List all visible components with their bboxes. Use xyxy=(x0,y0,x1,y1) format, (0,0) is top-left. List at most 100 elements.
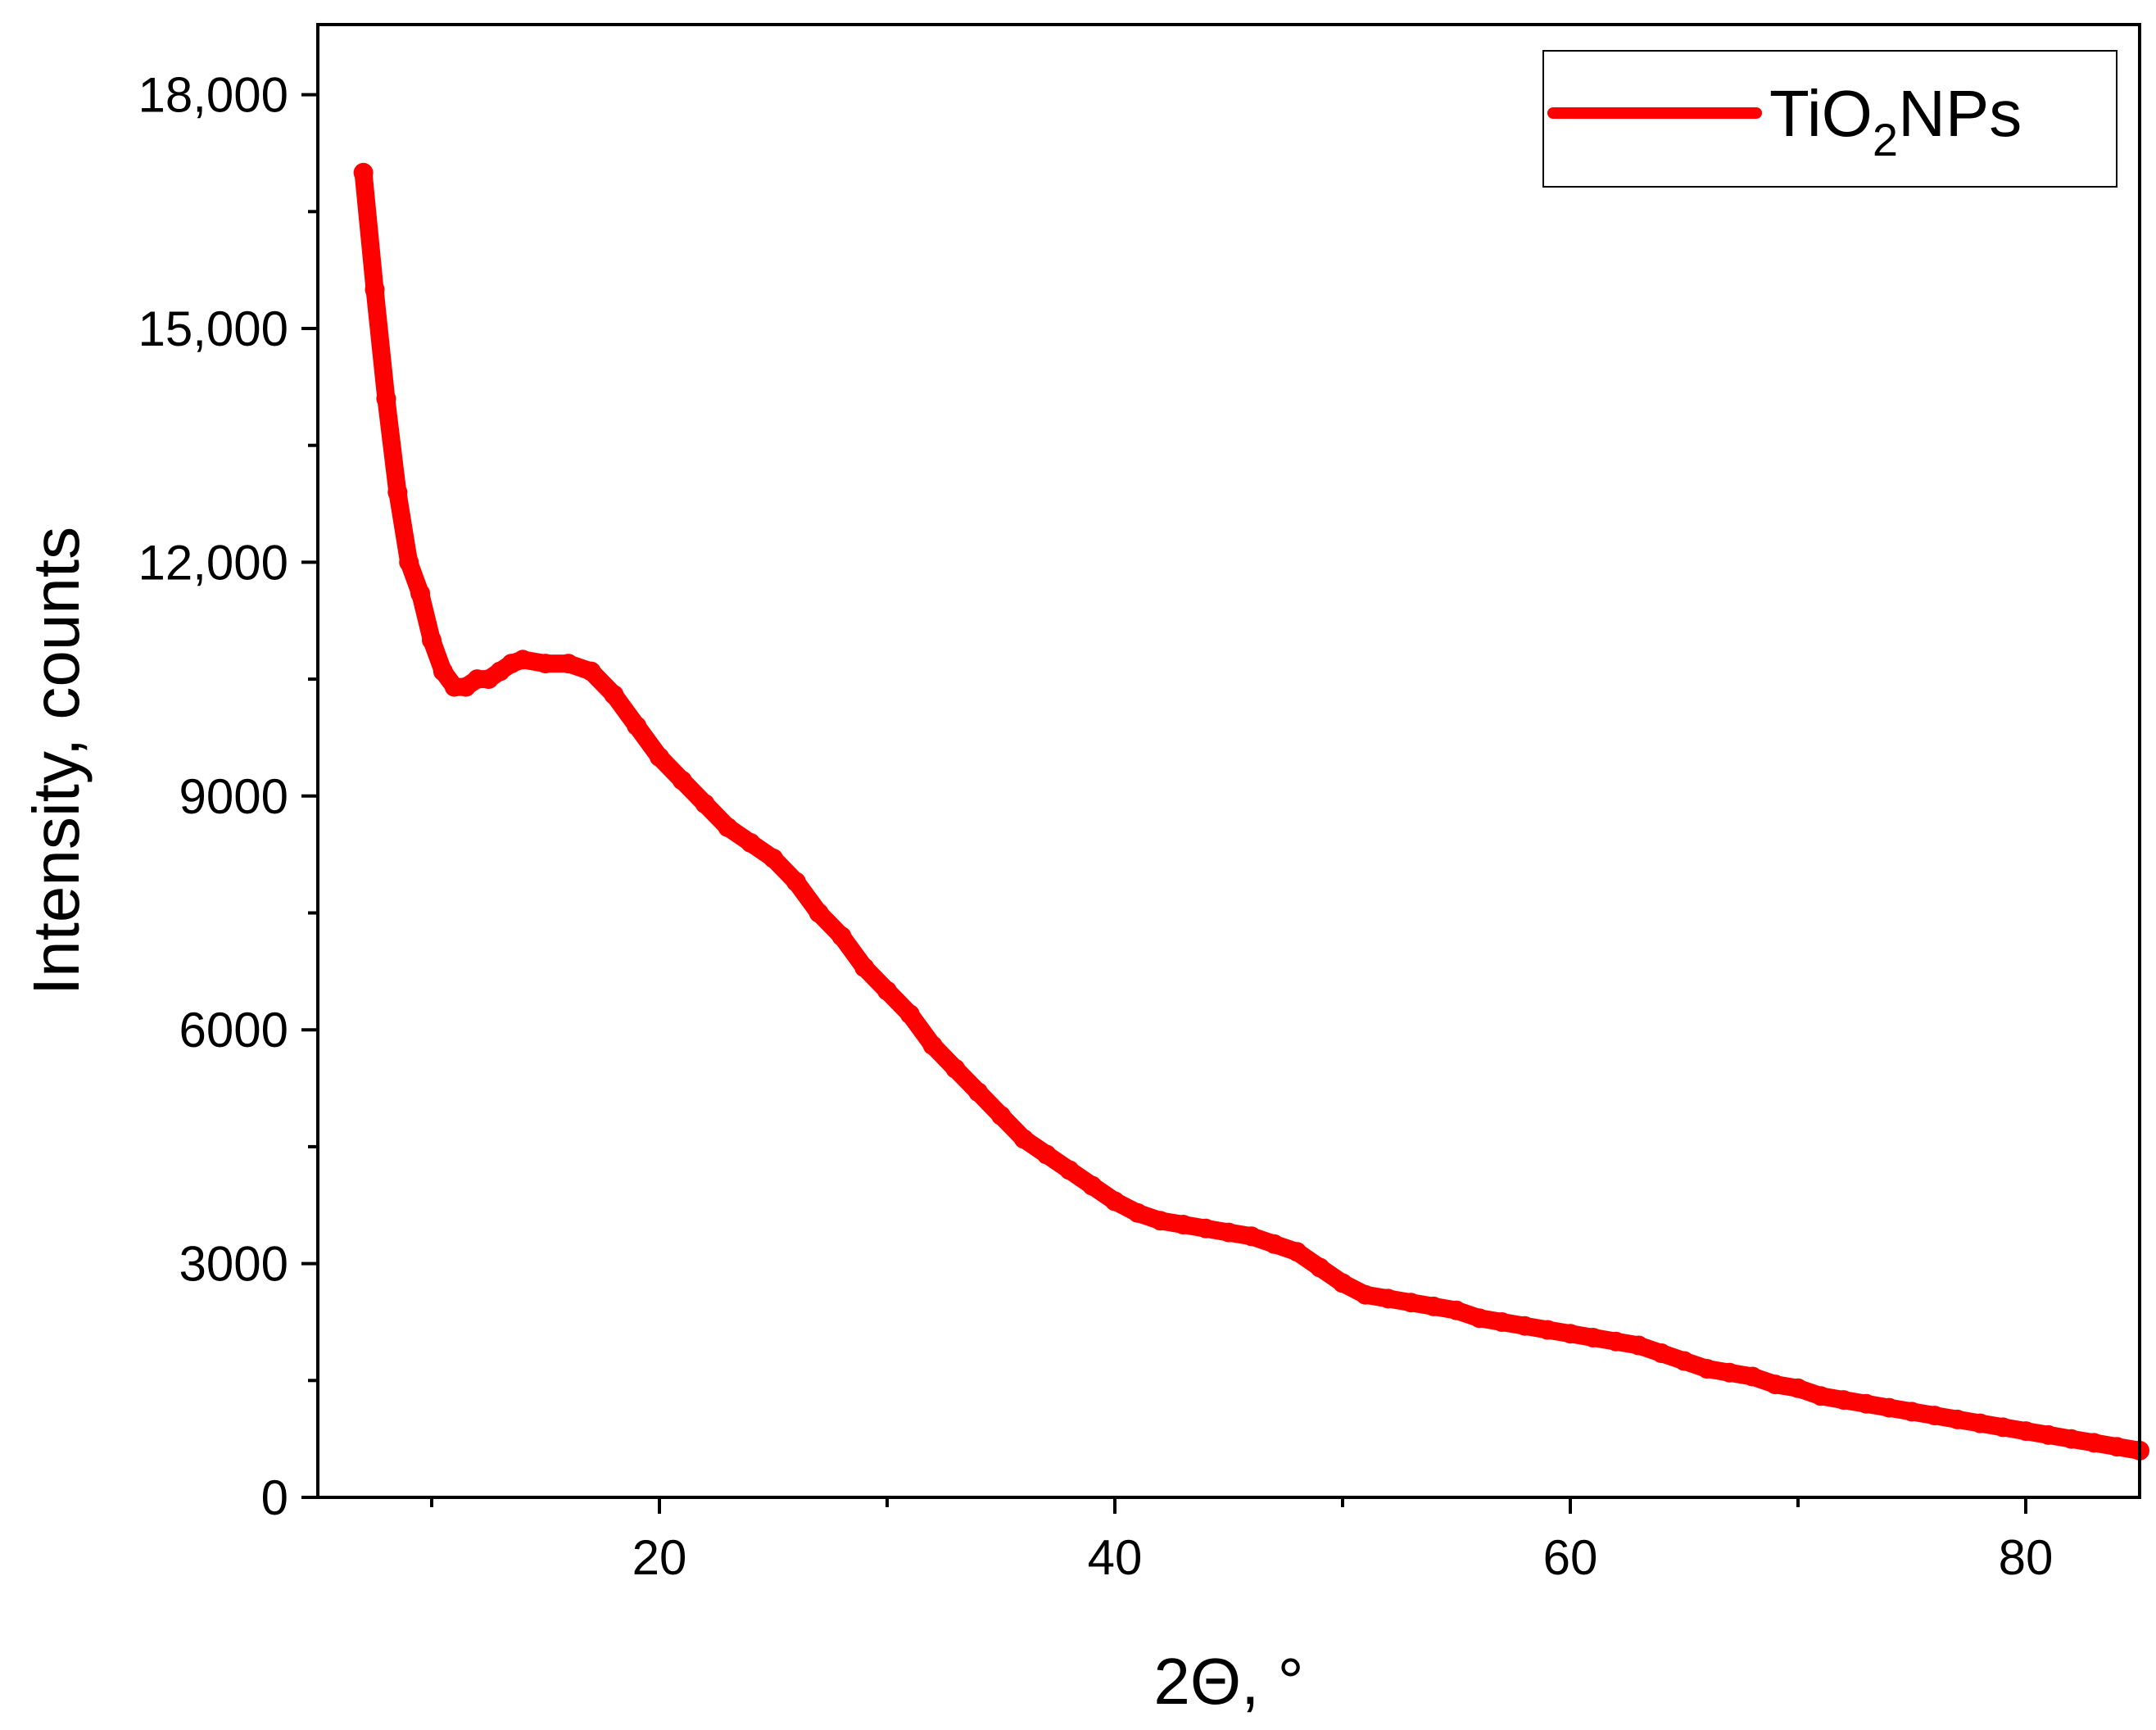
y-axis-title: Intensity, counts xyxy=(20,527,93,995)
data-point xyxy=(763,848,783,868)
data-point xyxy=(365,279,385,300)
y-tick-label: 9000 xyxy=(179,769,288,824)
data-point xyxy=(1833,1390,1854,1411)
data-point xyxy=(1810,1386,1831,1406)
legend-label-main: TiO xyxy=(1769,77,1873,150)
data-point xyxy=(1196,1218,1216,1239)
x-tick-label: 60 xyxy=(1543,1530,1598,1585)
data-point xyxy=(1765,1374,1786,1395)
data-point xyxy=(1515,1316,1535,1336)
data-point xyxy=(968,1082,989,1103)
data-point xyxy=(1447,1300,1466,1320)
data-point xyxy=(1264,1234,1284,1254)
data-point xyxy=(1628,1335,1649,1356)
y-tick-label: 12,000 xyxy=(138,535,288,590)
data-point xyxy=(1696,1359,1717,1379)
data-point xyxy=(1538,1320,1558,1340)
data-point xyxy=(1924,1406,1945,1426)
data-point xyxy=(1719,1362,1740,1383)
data-point xyxy=(1173,1215,1194,1234)
data-layer xyxy=(353,162,2149,1461)
x-tick-label: 80 xyxy=(1999,1530,2054,1585)
y-tick-label: 0 xyxy=(261,1470,288,1525)
data-point xyxy=(922,1035,943,1056)
data-point xyxy=(1606,1331,1626,1352)
data-point xyxy=(1082,1175,1103,1196)
data-point xyxy=(1469,1308,1489,1329)
data-point xyxy=(2107,1437,2127,1457)
data-point xyxy=(1560,1324,1580,1344)
legend: TiO2NPs xyxy=(1542,50,2118,188)
data-point xyxy=(581,661,601,682)
data-point xyxy=(2061,1429,2081,1449)
data-point xyxy=(2084,1433,2104,1453)
data-point xyxy=(1788,1378,1808,1398)
data-point xyxy=(991,1105,1011,1125)
data-point xyxy=(1013,1129,1034,1149)
series-line-0 xyxy=(354,163,2149,1460)
data-point xyxy=(1970,1413,1991,1433)
data-point xyxy=(536,654,555,674)
y-tick-label: 15,000 xyxy=(138,301,288,356)
data-point xyxy=(1333,1273,1352,1293)
data-point xyxy=(672,770,692,790)
data-point xyxy=(1310,1257,1330,1278)
data-point xyxy=(387,482,408,502)
data-point xyxy=(650,747,669,768)
legend-label-tail: NPs xyxy=(1898,77,2022,150)
data-point xyxy=(1583,1328,1603,1347)
data-point xyxy=(1674,1351,1694,1371)
data-point xyxy=(1355,1284,1375,1305)
data-point xyxy=(1150,1211,1171,1231)
data-point xyxy=(1742,1366,1763,1387)
data-point xyxy=(399,552,419,573)
data-point xyxy=(854,958,875,978)
x-tick-label: 40 xyxy=(1088,1530,1143,1585)
data-point xyxy=(945,1058,966,1079)
data-point xyxy=(1879,1397,1900,1418)
data-point xyxy=(1378,1288,1398,1309)
data-point xyxy=(558,654,578,674)
y-tick-label: 18,000 xyxy=(138,68,288,123)
data-point xyxy=(513,650,533,670)
data-point xyxy=(899,1004,920,1025)
data-point xyxy=(1059,1160,1080,1180)
data-point xyxy=(1993,1417,2013,1438)
data-point xyxy=(1241,1226,1261,1247)
data-point xyxy=(1219,1222,1239,1243)
data-point xyxy=(627,716,647,736)
data-point xyxy=(2016,1421,2036,1442)
data-point xyxy=(1036,1144,1057,1165)
x-tick-label: 20 xyxy=(632,1530,687,1585)
data-point xyxy=(741,832,761,853)
data-point xyxy=(410,583,431,604)
data-point xyxy=(353,162,374,183)
data-point xyxy=(1856,1393,1877,1414)
y-tick-label: 3000 xyxy=(179,1237,288,1292)
data-point xyxy=(1651,1343,1672,1363)
x-axis-title: 2Θ, ° xyxy=(1153,1645,1303,1718)
data-point xyxy=(808,903,829,923)
ticks-layer: 20 40 60 80 0 3000 6000 9000 12,000 15,000 18,000 xyxy=(138,68,2053,1585)
y-tick-label: 6000 xyxy=(179,1003,288,1057)
data-point xyxy=(1105,1191,1125,1211)
data-point xyxy=(2038,1424,2059,1445)
data-point xyxy=(422,630,442,650)
data-point xyxy=(1947,1409,1968,1429)
data-point xyxy=(1127,1202,1148,1223)
plot-frame xyxy=(316,23,2141,1499)
data-point xyxy=(831,926,852,946)
data-point xyxy=(786,872,806,892)
data-point xyxy=(1424,1296,1444,1316)
data-point xyxy=(1492,1312,1512,1332)
data-point xyxy=(433,661,453,682)
data-point xyxy=(604,685,624,705)
data-point xyxy=(877,980,897,1001)
data-point xyxy=(1401,1293,1421,1313)
legend-label: TiO2NPs xyxy=(1769,77,2022,165)
data-point xyxy=(376,388,396,409)
data-point xyxy=(1287,1242,1307,1262)
data-point xyxy=(718,817,738,837)
data-point xyxy=(1902,1402,1922,1422)
